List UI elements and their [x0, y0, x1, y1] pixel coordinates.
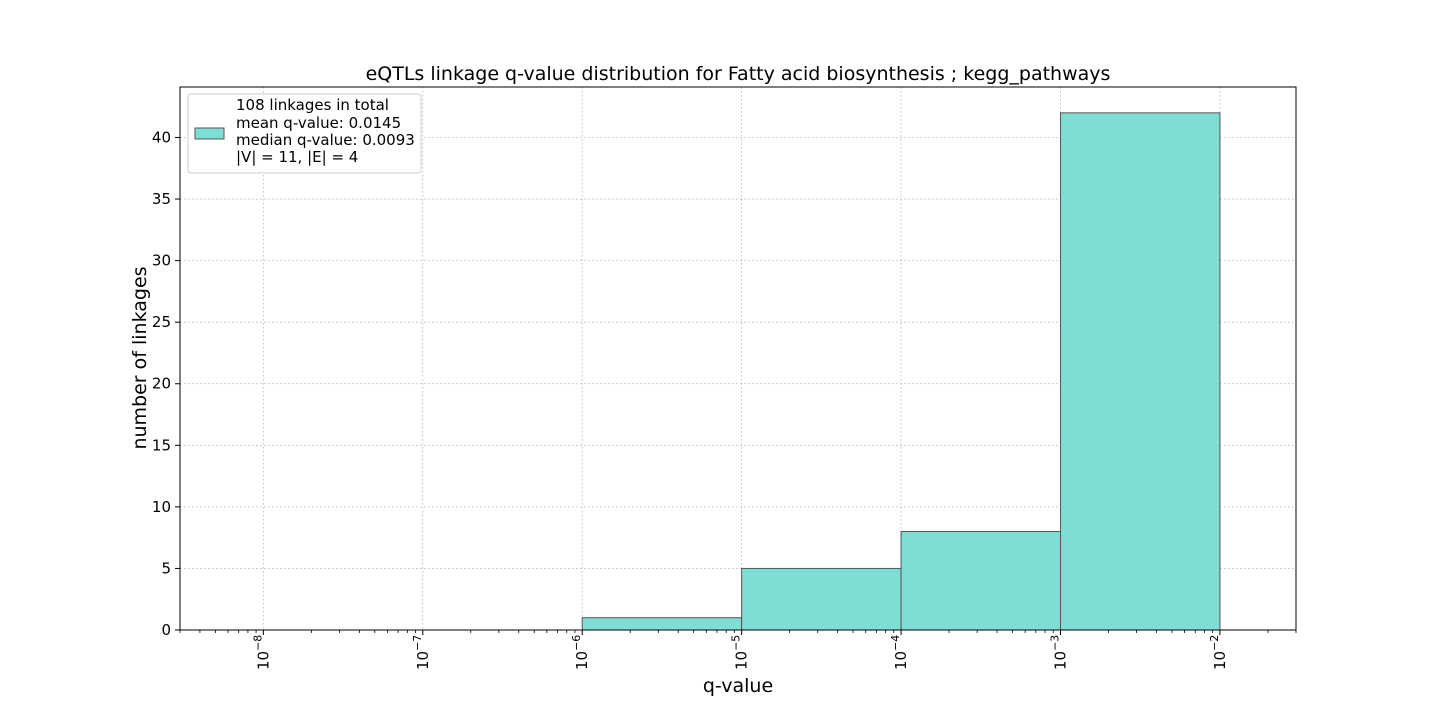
- y-tick-label: 25: [152, 313, 171, 331]
- histogram-bar: [581, 617, 743, 631]
- chart-title: eQTLs linkage q-value distribution for F…: [366, 63, 1111, 85]
- x-tick-label: 10−7: [411, 635, 432, 670]
- x-axis-label: q-value: [703, 675, 773, 697]
- legend-box: [187, 93, 422, 174]
- x-tick-label: 10−3: [1049, 635, 1070, 670]
- histogram-bar: [741, 567, 902, 631]
- y-tick-label: 20: [152, 375, 171, 393]
- y-tick-label: 15: [152, 436, 171, 454]
- x-tick-label: 10−5: [730, 635, 751, 670]
- legend-line: |V| = 11, |E| = 4: [236, 148, 358, 166]
- plot-frame: [179, 86, 1297, 631]
- x-axis-ticks: 10−8 10−7 10−6 10−5 10−4 10−3 10−2: [179, 630, 1297, 670]
- x-tick-label: 10−8: [251, 635, 272, 670]
- legend-line: median q-value: 0.0093: [236, 131, 415, 149]
- y-tick-label: 5: [161, 559, 171, 577]
- y-tick-label: 40: [152, 128, 171, 146]
- legend-line: 108 linkages in total: [236, 96, 389, 114]
- bars: [263, 112, 1221, 631]
- x-tick-label: 10−2: [1208, 635, 1229, 670]
- legend-line: mean q-value: 0.0145: [236, 114, 401, 132]
- y-tick-label: 30: [152, 252, 171, 270]
- histogram-bar: [1060, 112, 1221, 631]
- y-axis-ticks: 0 5 10 15 20 25 30 35 40: [152, 128, 180, 639]
- x-tick-label: 10−4: [889, 635, 910, 670]
- x-tick-label: 10−6: [570, 635, 591, 670]
- legend: 108 linkages in total mean q-value: 0.01…: [187, 93, 422, 174]
- y-axis-label: number of linkages: [129, 266, 151, 449]
- y-tick-label: 0: [161, 621, 171, 639]
- legend-swatch: [194, 127, 225, 140]
- y-tick-label: 35: [152, 190, 171, 208]
- y-tick-label: 10: [152, 498, 171, 516]
- histogram-bar: [900, 530, 1062, 631]
